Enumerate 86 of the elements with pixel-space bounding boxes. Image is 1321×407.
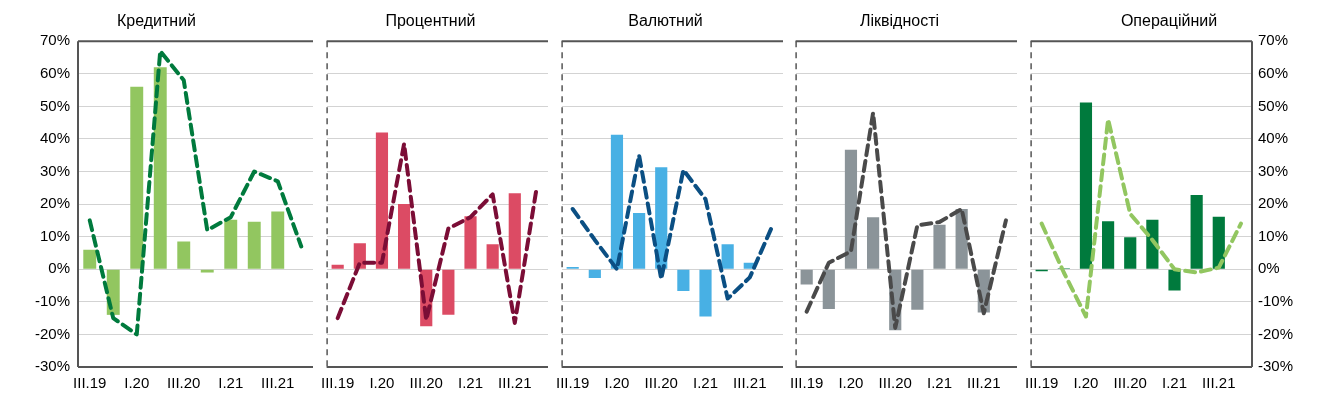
y-tick-label: 60% [39,63,70,81]
x-tick-label: I.21 [1162,374,1188,392]
x-tick-label: III.20 [167,374,201,392]
y-tick-label: -30% [34,357,70,375]
y-tick-label: 10% [39,226,70,244]
y2-tick-label: 50% [1258,96,1289,114]
x-tick-label: I.20 [604,374,630,392]
bar [1212,216,1226,269]
x-tick-label: III.20 [409,374,443,392]
y2-tick-label: 20% [1258,194,1289,212]
bar [375,132,388,269]
y2-tick-label: -20% [1258,324,1294,342]
x-tick-label: III.20 [644,374,678,392]
chart-title: Кредитний [116,12,197,30]
y-tick-label: 50% [39,96,70,114]
y2-tick-label: 40% [1258,129,1289,147]
line-series [1039,117,1244,319]
bar [177,241,191,269]
bar [1168,269,1181,291]
bar [933,224,946,269]
bar [331,264,344,269]
bar [397,204,410,269]
bar [1080,102,1093,269]
chart-title: Процентний [385,12,476,30]
y2-tick-label: 60% [1258,63,1289,81]
x-tick-label: III.21 [967,374,1001,392]
line-series [87,48,304,337]
y-tick-label: 0% [48,259,70,277]
x-tick-label: III.19 [73,374,107,392]
x-tick-label: III.21 [261,374,295,392]
bar [867,217,880,269]
x-tick-label: III.20 [1113,374,1148,392]
x-tick-label: III.19 [790,374,824,392]
bar [464,216,477,269]
bar [224,219,238,269]
chart-title: Ліквідності [860,12,940,30]
x-tick-label: I.21 [927,374,953,392]
y-tick-label: -20% [34,324,70,342]
bar [1102,221,1115,269]
bar [1124,237,1137,269]
bar [130,86,144,269]
bar [486,244,499,269]
chart-title: Валютний [627,12,703,30]
y2-tick-label: 10% [1258,226,1289,244]
y2-tick-label: 70% [1258,31,1289,49]
bar [200,269,214,273]
bar [632,212,645,269]
y-tick-label: 70% [39,31,70,49]
bar [610,134,623,269]
bar [823,269,836,310]
y-tick-label: 20% [39,194,70,212]
bar [153,67,167,269]
y-tick-label: 30% [39,161,70,179]
x-tick-label: III.21 [497,374,532,392]
bar [1190,194,1203,269]
y2-tick-label: -30% [1258,357,1294,375]
y-tick-label: -10% [34,291,70,309]
bar [800,269,814,285]
x-tick-label: I.21 [218,374,244,392]
x-tick-label: III.19 [1025,374,1059,392]
bar [911,269,924,310]
x-tick-label: III.19 [555,374,589,392]
x-tick-label: III.21 [732,374,767,392]
chart-title: Операційний [1121,12,1218,30]
y2-tick-label: -10% [1258,291,1294,309]
bar [588,269,601,279]
y2-tick-label: 0% [1258,259,1280,277]
x-tick-label: III.19 [320,374,355,392]
x-tick-label: III.20 [878,374,913,392]
x-tick-label: III.21 [1202,374,1236,392]
bar [721,244,734,269]
bar [247,221,261,269]
x-tick-label: I.21 [457,374,483,392]
bar [83,249,97,269]
y2-tick-label: 30% [1258,161,1289,179]
x-tick-label: I.21 [692,374,718,392]
bar [676,269,690,292]
x-tick-label: I.20 [838,374,864,392]
bar [508,193,521,269]
x-tick-label: I.20 [124,374,150,392]
y-tick-label: 40% [39,129,70,147]
bar [699,269,712,317]
x-tick-label: I.20 [1073,374,1099,392]
bar [442,269,455,315]
bar [271,211,285,269]
x-tick-label: I.20 [369,374,395,392]
